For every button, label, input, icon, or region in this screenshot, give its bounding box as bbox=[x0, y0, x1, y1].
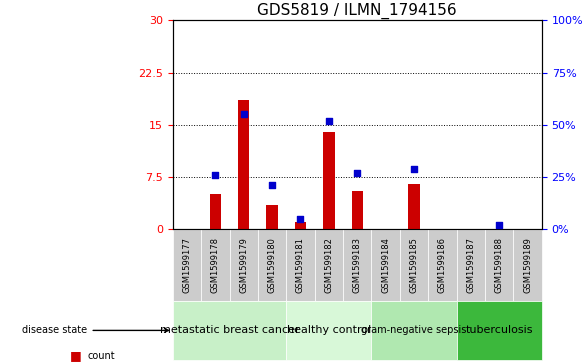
FancyBboxPatch shape bbox=[315, 229, 343, 301]
Text: GSM1599186: GSM1599186 bbox=[438, 237, 447, 293]
FancyBboxPatch shape bbox=[230, 229, 258, 301]
Point bbox=[324, 118, 333, 123]
FancyBboxPatch shape bbox=[485, 229, 513, 301]
FancyBboxPatch shape bbox=[258, 229, 287, 301]
Text: GSM1599177: GSM1599177 bbox=[182, 237, 192, 293]
FancyBboxPatch shape bbox=[400, 229, 428, 301]
FancyBboxPatch shape bbox=[173, 301, 287, 360]
Bar bbox=[323, 132, 335, 229]
Point bbox=[410, 166, 419, 171]
Text: GSM1599189: GSM1599189 bbox=[523, 237, 532, 293]
Text: GSM1599182: GSM1599182 bbox=[325, 237, 333, 293]
Text: gram-negative sepsis: gram-negative sepsis bbox=[362, 325, 467, 335]
Text: GSM1599184: GSM1599184 bbox=[381, 237, 390, 293]
Text: GSM1599188: GSM1599188 bbox=[495, 237, 504, 293]
Text: GSM1599183: GSM1599183 bbox=[353, 237, 362, 293]
Text: ■: ■ bbox=[70, 349, 82, 362]
Text: GSM1599181: GSM1599181 bbox=[296, 237, 305, 293]
FancyBboxPatch shape bbox=[343, 229, 372, 301]
Text: GSM1599178: GSM1599178 bbox=[211, 237, 220, 293]
FancyBboxPatch shape bbox=[173, 229, 201, 301]
Point bbox=[210, 172, 220, 178]
Point bbox=[296, 216, 305, 221]
Text: tuberculosis: tuberculosis bbox=[465, 325, 533, 335]
Point bbox=[353, 170, 362, 176]
Text: disease state: disease state bbox=[22, 325, 168, 335]
FancyBboxPatch shape bbox=[372, 301, 456, 360]
FancyBboxPatch shape bbox=[201, 229, 230, 301]
Text: GSM1599185: GSM1599185 bbox=[410, 237, 418, 293]
Text: GSM1599180: GSM1599180 bbox=[268, 237, 277, 293]
Text: GSM1599179: GSM1599179 bbox=[239, 237, 248, 293]
Bar bbox=[267, 205, 278, 229]
Point bbox=[267, 182, 277, 188]
Text: metastatic breast cancer: metastatic breast cancer bbox=[160, 325, 299, 335]
FancyBboxPatch shape bbox=[428, 229, 456, 301]
Bar bbox=[352, 191, 363, 229]
FancyBboxPatch shape bbox=[513, 229, 542, 301]
Text: GSM1599187: GSM1599187 bbox=[466, 237, 475, 293]
FancyBboxPatch shape bbox=[456, 229, 485, 301]
FancyBboxPatch shape bbox=[287, 229, 315, 301]
Bar bbox=[295, 222, 306, 229]
Text: healthy control: healthy control bbox=[287, 325, 371, 335]
Text: count: count bbox=[88, 351, 115, 361]
Title: GDS5819 / ILMN_1794156: GDS5819 / ILMN_1794156 bbox=[257, 3, 457, 19]
FancyBboxPatch shape bbox=[456, 301, 542, 360]
FancyBboxPatch shape bbox=[287, 301, 372, 360]
Bar bbox=[238, 100, 250, 229]
Bar bbox=[408, 184, 420, 229]
FancyBboxPatch shape bbox=[372, 229, 400, 301]
Point bbox=[239, 111, 248, 117]
Point bbox=[495, 222, 504, 228]
Bar bbox=[210, 194, 221, 229]
